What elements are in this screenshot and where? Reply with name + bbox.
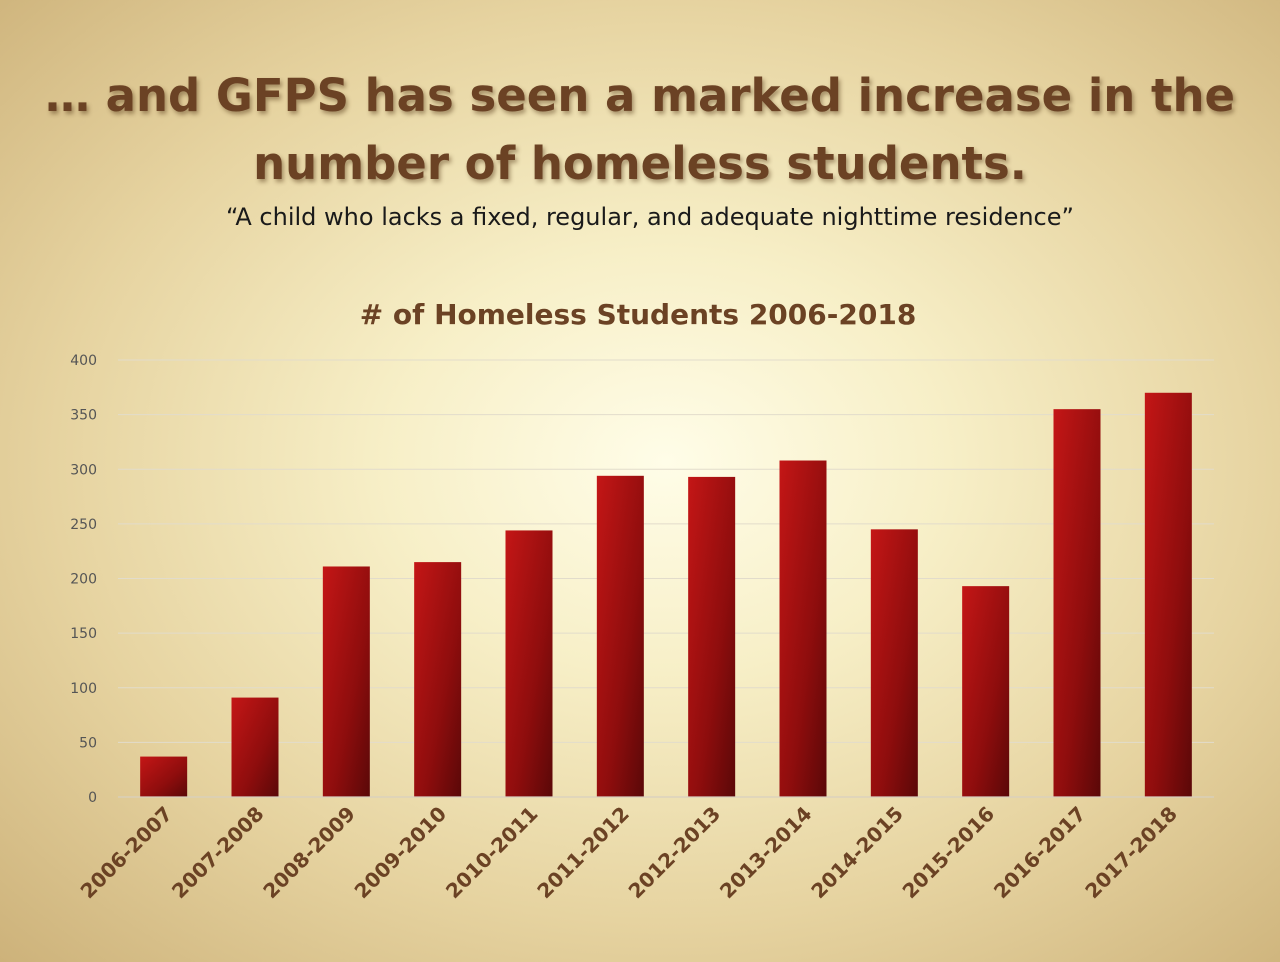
bar xyxy=(140,756,188,797)
bars xyxy=(140,392,1192,797)
bar xyxy=(1144,392,1192,797)
bar xyxy=(322,566,370,797)
bar xyxy=(962,586,1010,797)
slide-title-line1: … and GFPS has seen a marked increase in… xyxy=(44,69,1236,122)
x-tick-label: 2017-2018 xyxy=(1080,802,1182,904)
y-tick-label: 400 xyxy=(70,353,97,369)
y-axis-ticks: 0 50 100 150 200 250 300 350 400 xyxy=(70,353,97,806)
x-tick-label: 2009-2010 xyxy=(350,802,452,904)
x-tick-label: 2010-2011 xyxy=(441,802,543,904)
bar xyxy=(779,460,827,797)
chart-title: # of Homeless Students 2006-2018 xyxy=(360,298,917,331)
slide-subtitle: “A child who lacks a fixed, regular, and… xyxy=(226,203,1074,231)
y-tick-label: 50 xyxy=(79,735,97,751)
slide-title: … and GFPS has seen a marked increase in… xyxy=(40,62,1240,198)
x-tick-label: 2006-2007 xyxy=(76,802,178,904)
x-tick-label: 2014-2015 xyxy=(806,802,908,904)
bar xyxy=(596,475,644,797)
x-tick-label: 2013-2014 xyxy=(715,802,817,904)
bar xyxy=(870,529,918,797)
x-tick-label: 2011-2012 xyxy=(532,802,634,904)
y-tick-label: 150 xyxy=(70,626,97,642)
x-tick-label: 2016-2017 xyxy=(989,802,1091,904)
x-tick-label: 2007-2008 xyxy=(167,802,269,904)
y-tick-label: 200 xyxy=(70,572,97,588)
y-tick-label: 100 xyxy=(70,681,97,697)
gridlines xyxy=(118,359,1214,743)
x-tick-label: 2012-2013 xyxy=(624,802,726,904)
slide-title-line2: number of homeless students. xyxy=(253,137,1027,190)
bar xyxy=(505,530,553,797)
y-tick-label: 350 xyxy=(70,408,97,424)
x-tick-label: 2008-2009 xyxy=(258,802,360,904)
y-tick-label: 0 xyxy=(88,790,97,806)
x-tick-label: 2015-2016 xyxy=(898,802,1000,904)
bar xyxy=(1053,409,1101,797)
bar xyxy=(688,476,736,797)
y-tick-label: 300 xyxy=(70,462,97,478)
bar xyxy=(414,562,462,797)
x-axis-ticks: 2006-20072007-20082008-20092009-20102010… xyxy=(76,802,1182,904)
y-tick-label: 250 xyxy=(70,517,97,533)
bar xyxy=(231,697,279,797)
